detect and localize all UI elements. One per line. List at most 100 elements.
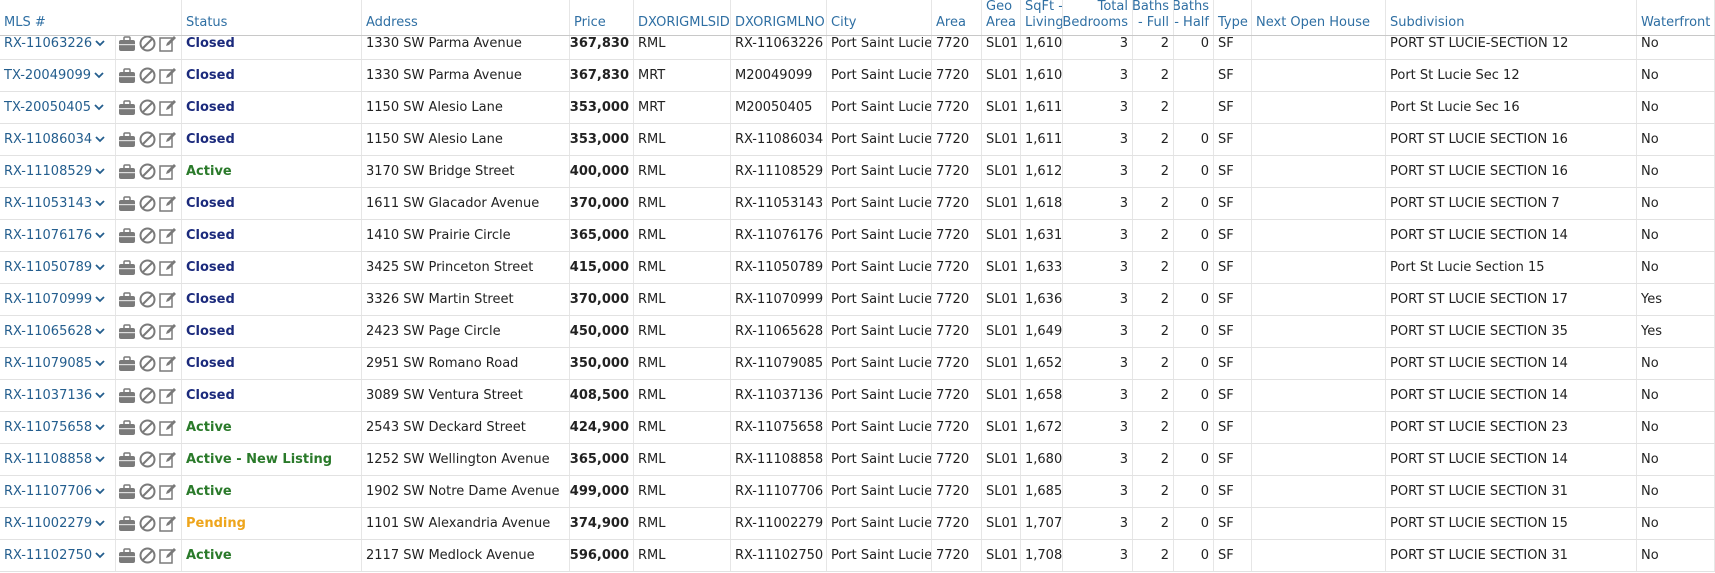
row-actions[interactable] — [116, 540, 182, 571]
column-header[interactable]: Geo Area — [982, 0, 1021, 35]
baths-half-text: 0 — [1200, 228, 1209, 243]
total-bedrooms: 3 — [1063, 284, 1133, 315]
mls-number-text[interactable]: RX-11086034 — [4, 132, 93, 147]
city: Port Saint Lucie — [827, 220, 932, 251]
column-header[interactable]: City — [827, 0, 932, 35]
mls-number[interactable]: RX-11108858 — [0, 444, 116, 475]
mls-number-text[interactable]: TX-20049099 — [4, 68, 92, 83]
mls-number[interactable]: RX-11086034 — [0, 124, 116, 155]
dropdown-chevron[interactable] — [95, 132, 105, 147]
mls-number[interactable]: RX-11108529 — [0, 156, 116, 187]
type: SF — [1214, 60, 1252, 91]
column-header[interactable]: SqFt - Living — [1021, 0, 1063, 35]
dropdown-chevron[interactable] — [95, 324, 105, 339]
city-text: Port Saint Lucie — [831, 484, 932, 499]
row-actions[interactable] — [116, 348, 182, 379]
column-header[interactable]: DXORIGMLNO — [731, 0, 827, 35]
row-actions[interactable] — [116, 188, 182, 219]
mls-number[interactable]: RX-11063226 — [0, 28, 116, 59]
mls-number[interactable]: RX-11075658 — [0, 412, 116, 443]
dropdown-chevron[interactable] — [95, 196, 105, 211]
row-actions[interactable] — [116, 508, 182, 539]
column-header[interactable]: Next Open House — [1252, 0, 1386, 35]
row-actions[interactable] — [116, 92, 182, 123]
row-actions[interactable] — [116, 444, 182, 475]
mls-number-text[interactable]: RX-11076176 — [4, 228, 93, 243]
mls-number[interactable]: RX-11102750 — [0, 540, 116, 571]
mls-number[interactable]: TX-20049099 — [0, 60, 116, 91]
column-header[interactable]: Total Bedrooms — [1063, 0, 1133, 35]
column-header[interactable]: Waterfront — [1637, 0, 1715, 35]
orig-mls-id-text: RML — [638, 228, 666, 243]
mls-number-text[interactable]: RX-11102750 — [4, 548, 93, 563]
row-actions[interactable] — [116, 60, 182, 91]
mls-number[interactable]: RX-11037136 — [0, 380, 116, 411]
mls-number[interactable]: RX-11050789 — [0, 252, 116, 283]
geo-area: SL01 — [982, 508, 1021, 539]
mls-number-text[interactable]: RX-11075658 — [4, 420, 93, 435]
row-actions[interactable] — [116, 412, 182, 443]
row-actions[interactable] — [116, 28, 182, 59]
column-header[interactable]: Baths - Half — [1174, 0, 1214, 35]
mls-number-text[interactable]: RX-11063226 — [4, 36, 93, 51]
dropdown-chevron[interactable] — [95, 292, 105, 307]
column-header[interactable]: Status — [182, 0, 362, 35]
row-actions[interactable] — [116, 316, 182, 347]
row-actions[interactable] — [116, 124, 182, 155]
dropdown-chevron[interactable] — [95, 388, 105, 403]
row-actions[interactable] — [116, 252, 182, 283]
dropdown-chevron[interactable] — [94, 100, 104, 115]
dropdown-chevron[interactable] — [94, 68, 104, 83]
dropdown-chevron[interactable] — [95, 548, 105, 563]
dropdown-chevron[interactable] — [95, 484, 105, 499]
mls-number-text[interactable]: TX-20050405 — [4, 100, 92, 115]
mls-number-text[interactable]: RX-11107706 — [4, 484, 93, 499]
status: Closed — [182, 92, 362, 123]
mls-number[interactable]: RX-11053143 — [0, 188, 116, 219]
mls-number[interactable]: RX-11076176 — [0, 220, 116, 251]
status-text: Closed — [186, 324, 235, 339]
row-actions[interactable] — [116, 380, 182, 411]
dropdown-chevron[interactable] — [95, 260, 105, 275]
mls-number-text[interactable]: RX-11070999 — [4, 292, 93, 307]
mls-number[interactable]: RX-11065628 — [0, 316, 116, 347]
row-actions[interactable] — [116, 220, 182, 251]
row-actions[interactable] — [116, 156, 182, 187]
orig-ml-no-text: RX-11063226 — [735, 36, 824, 51]
dropdown-chevron[interactable] — [95, 36, 105, 51]
dropdown-chevron[interactable] — [95, 516, 105, 531]
mls-number-text[interactable]: RX-11050789 — [4, 260, 93, 275]
dropdown-chevron[interactable] — [95, 228, 105, 243]
address-text: 1330 SW Parma Avenue — [366, 68, 522, 83]
column-header[interactable]: DXORIGMLSID — [634, 0, 731, 35]
mls-number-text[interactable]: RX-11108858 — [4, 452, 93, 467]
mls-number-text[interactable]: RX-11053143 — [4, 196, 93, 211]
dropdown-chevron[interactable] — [95, 356, 105, 371]
column-header[interactable]: Price — [570, 0, 634, 35]
column-header[interactable]: Subdivision — [1386, 0, 1637, 35]
dropdown-chevron[interactable] — [95, 164, 105, 179]
total-bedrooms-text: 3 — [1119, 260, 1128, 275]
column-header[interactable]: Address — [362, 0, 570, 35]
mls-number-text[interactable]: RX-11108529 — [4, 164, 93, 179]
mls-number-text[interactable]: RX-11079085 — [4, 356, 93, 371]
mls-number[interactable]: RX-11079085 — [0, 348, 116, 379]
baths-half-text: 0 — [1200, 548, 1209, 563]
mls-number-text[interactable]: RX-11002279 — [4, 516, 93, 531]
column-header[interactable]: Area — [932, 0, 982, 35]
column-header[interactable]: Type — [1214, 0, 1252, 35]
dropdown-chevron[interactable] — [95, 452, 105, 467]
geo-area: SL01 — [982, 540, 1021, 571]
mls-number[interactable]: TX-20050405 — [0, 92, 116, 123]
mls-number[interactable]: RX-11107706 — [0, 476, 116, 507]
mls-number-text[interactable]: RX-11037136 — [4, 388, 93, 403]
row-actions[interactable] — [116, 284, 182, 315]
mls-number-text[interactable]: RX-11065628 — [4, 324, 93, 339]
mls-number[interactable]: RX-11070999 — [0, 284, 116, 315]
mls-number[interactable]: RX-11002279 — [0, 508, 116, 539]
area: 7720 — [932, 316, 982, 347]
column-header[interactable]: Baths - Full — [1133, 0, 1174, 35]
row-actions[interactable] — [116, 476, 182, 507]
dropdown-chevron[interactable] — [95, 420, 105, 435]
column-header[interactable]: MLS # — [0, 0, 182, 35]
